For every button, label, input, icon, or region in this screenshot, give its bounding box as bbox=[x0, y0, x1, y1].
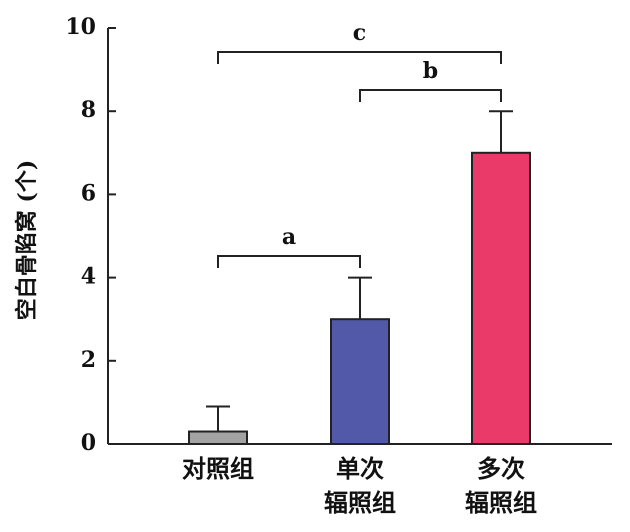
y-tick-label: 10 bbox=[65, 14, 96, 40]
annotation: b bbox=[423, 58, 438, 84]
significance-bracket bbox=[359, 89, 502, 102]
bar bbox=[188, 430, 248, 445]
x-tick-label: 多次 辐照组 bbox=[465, 454, 537, 517]
x-tick-label: 对照组 bbox=[182, 454, 254, 483]
y-axis-label: 空白骨陷窝 (个) bbox=[14, 160, 40, 320]
bar bbox=[330, 318, 390, 446]
significance-bracket bbox=[217, 51, 502, 64]
annotation: a bbox=[282, 224, 296, 250]
y-tick-label: 6 bbox=[81, 180, 96, 206]
bar bbox=[471, 151, 531, 446]
y-tick-label: 4 bbox=[81, 264, 96, 290]
annotation: c bbox=[353, 20, 366, 46]
x-tick-label: 单次 辐照组 bbox=[324, 454, 396, 517]
y-tick-label: 0 bbox=[81, 430, 96, 456]
y-tick-label: 2 bbox=[81, 347, 96, 373]
significance-bracket bbox=[217, 255, 361, 268]
y-tick-label: 8 bbox=[81, 97, 96, 123]
